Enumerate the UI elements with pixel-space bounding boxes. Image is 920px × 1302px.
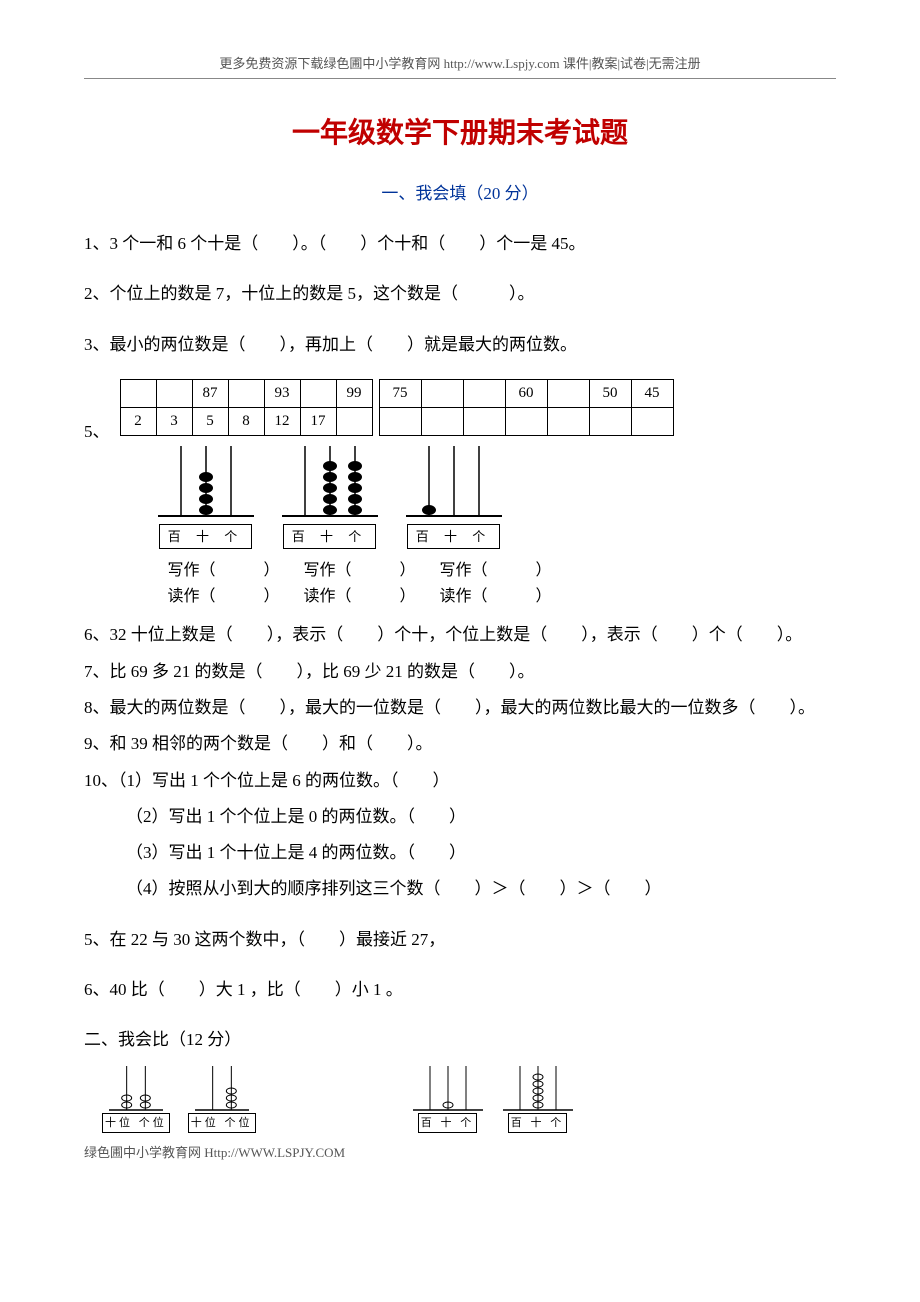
question-10-2: （2）写出 1 个个位上是 0 的两位数。（ ）	[84, 801, 836, 833]
abacus-1: 百 十 个	[156, 442, 256, 550]
pattern-table-2: 75 60 50 45	[379, 379, 674, 436]
small-abacus-4: 百 十 个	[502, 1063, 574, 1134]
abacus-1-svg	[156, 442, 256, 520]
question-10-3: （3）写出 1 个十位上是 4 的两位数。（ ）	[84, 837, 836, 869]
abacus-2-svg	[280, 442, 380, 520]
footer-note: 绿色圃中小学教育网 Http://WWW.LSPJY.COM	[84, 1143, 836, 1163]
question-3: 3、最小的两位数是（ ），再加上（ ）就是最大的两位数。	[84, 329, 836, 361]
small-abacus-3: 百 十 个	[412, 1063, 484, 1134]
section-2-header: 二、我会比（12 分）	[84, 1024, 836, 1056]
question-9: 9、和 39 相邻的两个数是（ ）和（ ）。	[84, 728, 836, 760]
write-1: 写作（ ）	[168, 559, 280, 583]
question-5b: 5、在 22 与 30 这两个数中，（ ）最接近 27，	[84, 924, 836, 956]
abacus-row: 百 十 个 百 十 个 百 十 个	[156, 442, 674, 550]
abacus2-row: 十位 个位 十位 个位 百 十 个 百 十 个	[102, 1063, 836, 1134]
doc-title: 一年级数学下册期末考试题	[84, 113, 836, 155]
read-1: 读作（ ）	[168, 585, 280, 609]
question-10-1: 10、（1）写出 1 个个位上是 6 的两位数。（ ）	[84, 765, 836, 797]
question-5-label: 5、	[84, 379, 110, 445]
write-2: 写作（ ）	[304, 559, 416, 583]
question-1: 1、3 个一和 6 个十是（ ）。（ ）个十和（ ）个一是 45。	[84, 228, 836, 260]
read-3: 读作（ ）	[440, 585, 552, 609]
small-abacus-1: 十位 个位	[102, 1063, 170, 1134]
question-7: 7、比 69 多 21 的数是（ ），比 69 少 21 的数是（ ）。	[84, 656, 836, 688]
write-read-row: 写作（ ） 读作（ ） 写作（ ） 读作（ ） 写作（ ） 读作（ ）	[168, 559, 674, 609]
question-6: 6、32 十位上数是（ ），表示（ ）个十，个位上数是（ ），表示（ ）个（ ）…	[84, 619, 836, 651]
abacus-1-place: 百 十 个	[159, 524, 253, 550]
abacus-3: 百 十 个	[404, 442, 504, 550]
question-8: 8、最大的两位数是（ ），最大的一位数是（ ），最大的两位数比最大的一位数多（ …	[84, 692, 836, 724]
pattern-tables: 87 93 99 2 3 5 8 12 17 75	[120, 379, 674, 436]
abacus-3-place: 百 十 个	[407, 524, 501, 550]
read-2: 读作（ ）	[304, 585, 416, 609]
question-6b: 6、40 比（ ）大 1 ，比（ ）小 1 。	[84, 974, 836, 1006]
abacus-2: 百 十 个	[280, 442, 380, 550]
header-note: 更多免费资源下载绿色圃中小学教育网 http://www.Lspjy.com 课…	[84, 54, 836, 79]
write-3: 写作（ ）	[440, 559, 552, 583]
question-2: 2、个位上的数是 7，十位上的数是 5，这个数是（ ）。	[84, 278, 836, 310]
abacus-3-svg	[404, 442, 504, 520]
question-10-4: （4）按照从小到大的顺序排列这三个数（ ）＞（ ）＞（ ）	[84, 873, 836, 905]
section-1-header: 一、我会填（20 分）	[84, 181, 836, 207]
pattern-table-1: 87 93 99 2 3 5 8 12 17	[120, 379, 373, 436]
small-abacus-2: 十位 个位	[188, 1063, 256, 1134]
question-5-row: 5、 87 93 99 2 3 5 8 12 1	[84, 379, 836, 610]
abacus-2-place: 百 十 个	[283, 524, 377, 550]
